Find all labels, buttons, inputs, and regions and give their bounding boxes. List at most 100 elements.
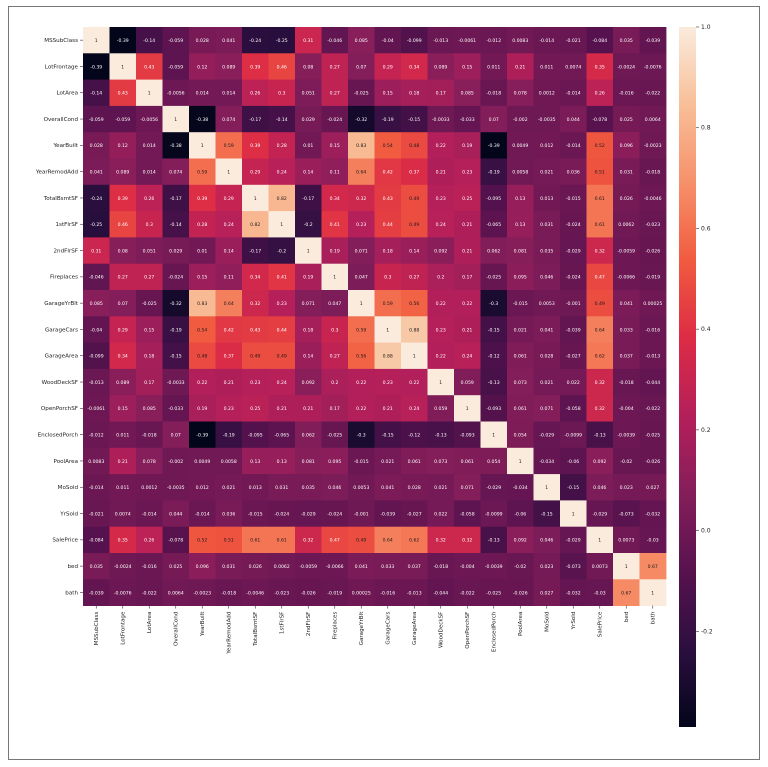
- heatmap-cell: [480, 263, 508, 291]
- y-tick-label: 1stFlrSF: [55, 222, 78, 228]
- cell-value-label: -0.39: [196, 432, 208, 438]
- heatmap-cell: [242, 500, 269, 528]
- heatmap-cell: [83, 132, 110, 159]
- heatmap-cell: [215, 290, 243, 317]
- heatmap-cell: [242, 27, 269, 54]
- colorbar-tick-label: 0.8: [701, 125, 711, 132]
- cell-value-label: 0.026: [620, 196, 633, 202]
- cell-value-label: 0.0058: [512, 169, 528, 175]
- cell-value-label: -0.016: [645, 327, 660, 333]
- x-tick-label: LotArea: [147, 612, 153, 634]
- colorbar-tick-label: 0.4: [701, 326, 711, 333]
- heatmap-cell: [321, 316, 349, 343]
- heatmap-cell: [242, 211, 269, 238]
- cell-value-label: 0.054: [514, 432, 527, 438]
- heatmap-cell: [268, 53, 296, 80]
- heatmap-cell: [136, 421, 163, 449]
- cell-value-label: 0.071: [540, 406, 553, 412]
- heatmap-cell: [586, 158, 614, 186]
- cell-value-label: 0.012: [196, 485, 209, 491]
- heatmap-cell: [454, 368, 481, 396]
- cell-value-label: 0.031: [275, 485, 288, 491]
- cell-value-label: -0.025: [486, 275, 501, 281]
- cell-value-label: 0.32: [250, 301, 260, 307]
- cell-value-label: -0.095: [248, 432, 263, 438]
- cell-value-label: -0.046: [89, 275, 104, 281]
- cell-value-label: 0.089: [222, 64, 235, 70]
- heatmap-cell: [507, 526, 534, 554]
- cell-value-label: 0.061: [514, 354, 527, 360]
- cell-value-label: -0.06: [514, 511, 526, 517]
- heatmap-cell: [189, 553, 216, 580]
- cell-value-label: 0.88: [383, 354, 393, 360]
- cell-value-label: 0.061: [514, 406, 527, 412]
- heatmap-cell: [374, 211, 402, 238]
- cell-value-label: -0.093: [460, 432, 475, 438]
- heatmap-cell: [83, 342, 110, 370]
- cell-value-label: 0.61: [595, 196, 605, 202]
- heatmap-cells: 1 -0.39 -0.14 -0.059 0.028 0.041 -0.24 -0.25 0.3…: [83, 27, 667, 606]
- cell-value-label: 0.0064: [645, 117, 661, 123]
- heatmap-cell: [639, 342, 667, 370]
- heatmap-cell: [295, 132, 322, 159]
- cell-value-label: -0.039: [380, 511, 395, 517]
- heatmap-cell: [454, 79, 481, 107]
- heatmap-cell: [427, 395, 455, 422]
- cell-value-label: 0.59: [383, 301, 393, 307]
- cell-value-label: 0.041: [355, 564, 368, 570]
- cell-value-label: 0.32: [462, 538, 472, 544]
- cell-value-label: 0.01: [197, 248, 207, 254]
- cell-value-label: 0.56: [356, 354, 366, 360]
- heatmap-cell: [295, 27, 322, 54]
- y-tick-label: WoodDeckSF: [42, 380, 78, 386]
- heatmap-cell: [586, 132, 614, 159]
- heatmap-cell: [533, 342, 561, 370]
- cell-value-label: 0.22: [436, 354, 446, 360]
- heatmap-cell: [189, 158, 216, 186]
- heatmap-cell: [215, 447, 243, 475]
- cell-value-label: -0.15: [567, 485, 579, 491]
- x-tick-label: GarageArea: [412, 612, 418, 645]
- cell-value-label: 0.051: [143, 248, 156, 254]
- cell-value-label: 0.12: [118, 143, 128, 149]
- heatmap-cell: [454, 553, 481, 580]
- cell-value-label: -0.033: [168, 406, 183, 412]
- cell-value-label: 0.011: [487, 64, 500, 70]
- cell-value-label: 0.27: [144, 275, 154, 281]
- heatmap-cell: [109, 500, 137, 528]
- heatmap-cell: [560, 342, 587, 370]
- cell-value-label: 0.027: [646, 485, 659, 491]
- heatmap-cell: [586, 342, 614, 370]
- heatmap-cell: [533, 579, 561, 606]
- heatmap-cell: [189, 184, 216, 212]
- heatmap-cell: [162, 79, 190, 107]
- cell-value-label: -0.38: [170, 143, 182, 149]
- cell-value-label: -0.015: [513, 301, 528, 307]
- cell-value-label: 0.29: [118, 327, 128, 333]
- heatmap-cell: [401, 158, 428, 186]
- cell-value-label: 0.28: [197, 222, 207, 228]
- cell-value-label: 1: [121, 64, 124, 70]
- cell-value-label: 0.27: [118, 275, 128, 281]
- heatmap-cell: [454, 263, 481, 291]
- heatmap-cell: [109, 342, 137, 370]
- heatmap-cell: [215, 368, 243, 396]
- cell-value-label: 0.085: [461, 91, 474, 97]
- heatmap-cell: [560, 79, 587, 107]
- heatmap-cell: [586, 184, 614, 212]
- heatmap-cell: [427, 500, 455, 528]
- cell-value-label: 0.0049: [512, 143, 528, 149]
- cell-value-label: 1: [386, 327, 389, 333]
- cell-value-label: -0.002: [168, 459, 183, 465]
- heatmap-cell: [374, 474, 402, 501]
- heatmap-cell: [507, 290, 534, 317]
- figure-frame: 1 -0.39 -0.14 -0.059 0.028 0.041 -0.24 -0.25 0.3…: [8, 6, 760, 760]
- cell-value-label: 0.27: [330, 354, 340, 360]
- heatmap-cell: [136, 526, 163, 554]
- cell-value-label: 0.83: [356, 143, 366, 149]
- heatmap-cell: [507, 105, 534, 133]
- cell-value-label: 0.01: [303, 143, 313, 149]
- cell-value-label: 0.18: [383, 248, 393, 254]
- y-tick-label: MSSubClass: [44, 38, 78, 44]
- heatmap-cell: [454, 132, 481, 159]
